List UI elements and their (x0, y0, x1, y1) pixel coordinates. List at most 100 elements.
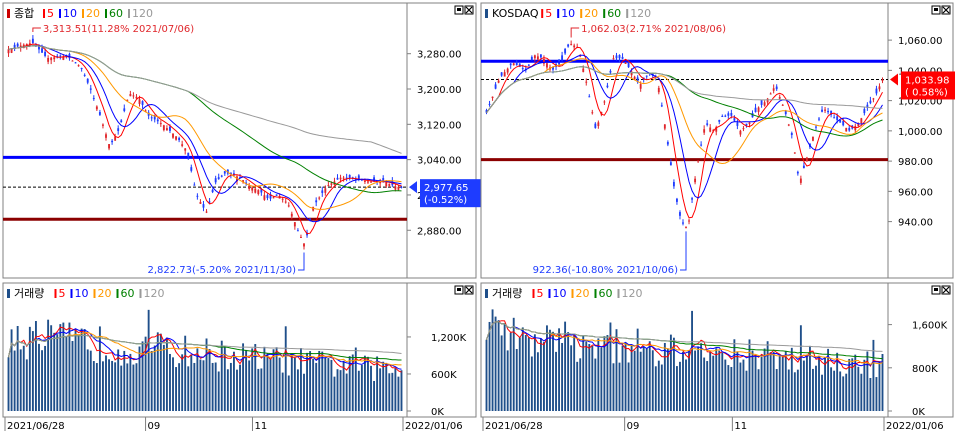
kosdaq-volume-bar (733, 339, 736, 411)
kosdaq-volume-bar (570, 345, 573, 411)
kospi-candle (19, 45, 22, 48)
kosdaq-volume-bar (700, 343, 703, 411)
kospi-volume-bar (141, 341, 144, 411)
kosdaq-candle (875, 88, 878, 94)
kospi-candle (138, 99, 141, 104)
kosdaq-candle (494, 84, 497, 89)
kospi-candle (111, 140, 114, 143)
kospi-price-legend-ma20-label: 20 (86, 7, 100, 20)
kosdaq-volume-legend-ma5-swatch (532, 289, 535, 298)
kospi-volume-bar (226, 369, 229, 411)
kosdaq-volume-bar (772, 351, 775, 411)
kosdaq-volume-legend-ma120-label: 120 (622, 287, 643, 300)
kosdaq-candle (863, 109, 866, 114)
kospi-volume-bar (144, 336, 147, 411)
kospi-candle (242, 180, 245, 183)
kospi-volume-bar (190, 354, 193, 411)
kospi-candle (260, 189, 263, 193)
kosdaq-candle (860, 118, 863, 124)
kospi-volume-bar (370, 365, 372, 411)
kosdaq-volume-bar (609, 322, 612, 411)
kosdaq-candle (570, 43, 573, 45)
kosdaq-candle (836, 116, 839, 121)
kospi-candle (217, 177, 220, 180)
kosdaq-candle (821, 109, 823, 112)
kosdaq-volume-bar (573, 334, 576, 411)
kosdaq-volume-bar (881, 354, 884, 411)
kosdaq-volume-bar (524, 334, 527, 411)
kospi-volume-bar (333, 376, 336, 411)
kosdaq-volume-bar (621, 345, 624, 411)
kospi-volume-bar (248, 360, 251, 411)
kosdaq-volume-bar (778, 356, 781, 411)
kosdaq-candle (845, 127, 848, 132)
kosdaq-candle (815, 126, 817, 128)
kosdaq-volume-legend-ma5-label: 5 (537, 287, 544, 300)
kosdaq-candle (627, 62, 630, 68)
kosdaq-volume-bar (821, 374, 823, 411)
kosdaq-candle (530, 56, 533, 61)
kospi-volume-bar (83, 329, 86, 411)
kosdaq-candle (818, 118, 820, 120)
kosdaq-volume-legend-marker (485, 289, 488, 298)
kospi-volume-bar (199, 359, 202, 411)
kospi-volume-bar (38, 343, 40, 411)
kosdaq-candle (567, 44, 570, 47)
kospi-volume-bar (196, 348, 199, 411)
kosdaq-volume-bar (663, 342, 666, 411)
kospi-volume-legend-ma10-swatch (70, 289, 73, 298)
kospi-candle (156, 119, 159, 122)
kospi-volume-bar (86, 349, 89, 411)
kospi-volume-bar (202, 360, 205, 411)
kosdaq-volume-bar (712, 355, 715, 411)
kospi-volume-bar (47, 319, 50, 411)
kospi-volume-bar (117, 349, 120, 411)
kosdaq-candle (651, 72, 654, 76)
kosdaq-volume-bar (500, 335, 503, 411)
kospi-candle (348, 174, 351, 179)
kosdaq-volume-legend-ma120-swatch (617, 289, 620, 298)
kosdaq-candle (618, 54, 621, 59)
kosdaq-volume-bars (485, 309, 884, 411)
kosdaq-volume-bar (769, 352, 772, 411)
kosdaq-volume-close-icon (942, 286, 950, 294)
kospi-candle (251, 187, 254, 191)
kosdaq-volume-ytick-label: 800K (912, 364, 938, 375)
kosdaq-volume-bar (582, 335, 585, 411)
kosdaq-candle (512, 63, 515, 66)
kospi-volume-bar (363, 355, 366, 411)
kosdaq-volume-bar (757, 369, 760, 411)
kospi-volume-bar (111, 360, 114, 411)
kosdaq-price-legend-title: KOSDAQ (492, 7, 539, 20)
kospi-volume-bar (208, 349, 211, 411)
kospi-candle (71, 60, 74, 62)
kospi-xtick-label: 09 (148, 421, 161, 432)
kospi-price-legend-ma5-swatch (43, 9, 45, 18)
kospi-xtick-label: 11 (254, 421, 267, 432)
kosdaq-volume-bar (815, 365, 817, 411)
kosdaq-volume-bar (694, 350, 697, 411)
kospi-volume-bar (211, 362, 214, 411)
kosdaq-price-ytick-label: 980.00 (898, 157, 933, 168)
kospi-current-price: 2,977.65 (424, 183, 469, 194)
kospi-price-ytick-label: 3,040.00 (417, 156, 462, 167)
kosdaq-volume-bar (721, 352, 724, 411)
kosdaq-volume-bar (793, 372, 796, 411)
kospi-volume-bar (59, 324, 62, 411)
kospi-candle (248, 185, 251, 190)
kosdaq-volume-bar (509, 332, 512, 411)
kosdaq-candle (742, 128, 745, 130)
kospi-volume-bar (379, 368, 382, 411)
kosdaq-candle (772, 88, 775, 91)
kosdaq-price-ytick-label: 1,060.00 (898, 36, 943, 47)
kosdaq-xtick-label: 2021/06/28 (485, 421, 543, 432)
kosdaq-candle (515, 61, 518, 66)
kosdaq-high-annotation: 1,062.03(2.71% 2021/08/06) (581, 24, 726, 35)
kosdaq-volume-bar (763, 348, 766, 411)
kospi-volume-bar (162, 344, 165, 411)
kosdaq-current-arrow-icon (890, 73, 898, 86)
kospi-volume-legend-title: 거래량 (14, 287, 44, 300)
kospi-volume-bar (25, 359, 28, 411)
kosdaq-candle (685, 227, 687, 229)
